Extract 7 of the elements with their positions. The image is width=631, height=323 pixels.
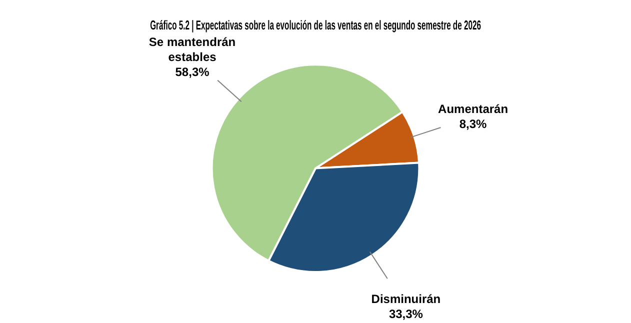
slice-label: Aumentarán	[438, 102, 508, 116]
chart-title: Gráfico 5.2 | Expectativas sobre la evolución de las ventas en el segundo semestre de 2026	[150, 18, 481, 34]
data-label: 58,3%	[175, 64, 210, 79]
data-label: 33,3%	[388, 306, 424, 321]
data-label: 8,3%	[459, 116, 488, 131]
slice-label: Se mantendrán estables	[148, 34, 236, 64]
slice-label: Disminuirán	[371, 292, 441, 306]
